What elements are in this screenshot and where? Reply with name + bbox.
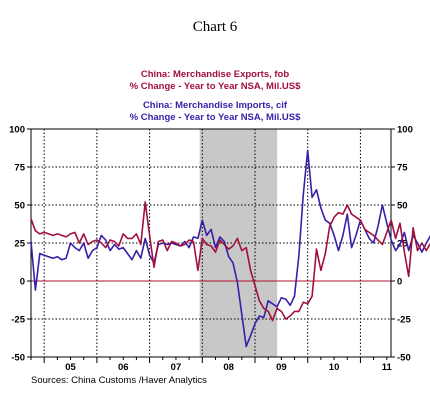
y-tick-label-left: 75 bbox=[14, 163, 25, 174]
x-tick-label: 08 bbox=[223, 362, 234, 373]
y-tick-label-left: 100 bbox=[9, 125, 25, 136]
x-tick-label: 07 bbox=[171, 362, 182, 373]
series-line-exports bbox=[30, 201, 430, 322]
y-tick-label-left: 0 bbox=[20, 277, 25, 288]
x-tick-label: 10 bbox=[329, 362, 340, 373]
x-tick-label: 09 bbox=[276, 362, 287, 373]
y-tick-label-right: -50 bbox=[397, 353, 411, 364]
chart-title: Chart 6 bbox=[193, 19, 238, 35]
x-tick-label: 11 bbox=[382, 362, 393, 373]
y-tick-label-left: -50 bbox=[11, 353, 25, 364]
legend-exports-line2: % Change - Year to Year NSA, Mil.US$ bbox=[130, 81, 301, 92]
x-tick-label: 05 bbox=[65, 362, 76, 373]
legend-imports-line1: China: Merchandise Imports, cif bbox=[143, 100, 288, 111]
legend-imports-line2: % Change - Year to Year NSA, Mil.US$ bbox=[130, 112, 301, 123]
x-tick-label: 06 bbox=[118, 362, 129, 373]
y-tick-label-right: 0 bbox=[397, 277, 402, 288]
y-tick-label-left: 25 bbox=[14, 239, 25, 250]
y-tick-label-left: 50 bbox=[14, 201, 25, 212]
y-tick-label-right: 50 bbox=[397, 201, 408, 212]
y-tick-label-right: 75 bbox=[397, 163, 408, 174]
y-tick-label-right: -25 bbox=[397, 315, 411, 326]
y-tick-label-right: 100 bbox=[397, 125, 413, 136]
series-line-imports bbox=[30, 149, 430, 348]
legend-exports-line1: China: Merchandise Exports, fob bbox=[141, 69, 290, 80]
y-tick-label-left: -25 bbox=[11, 315, 25, 326]
source-note: Sources: China Customs /Haver Analytics bbox=[31, 375, 207, 386]
